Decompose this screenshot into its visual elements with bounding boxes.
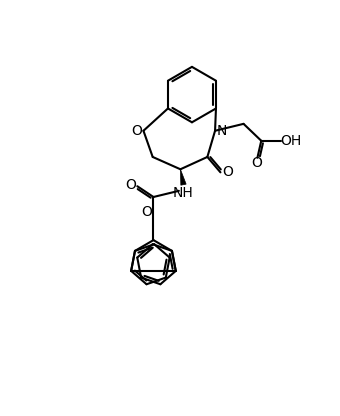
Text: OH: OH [280, 134, 302, 148]
Text: O: O [222, 165, 233, 179]
Text: NH: NH [173, 186, 194, 200]
Text: O: O [131, 124, 142, 138]
Text: O: O [141, 206, 152, 219]
Text: N: N [217, 124, 227, 138]
Text: O: O [251, 156, 262, 170]
Polygon shape [181, 169, 186, 185]
Text: O: O [125, 178, 136, 193]
